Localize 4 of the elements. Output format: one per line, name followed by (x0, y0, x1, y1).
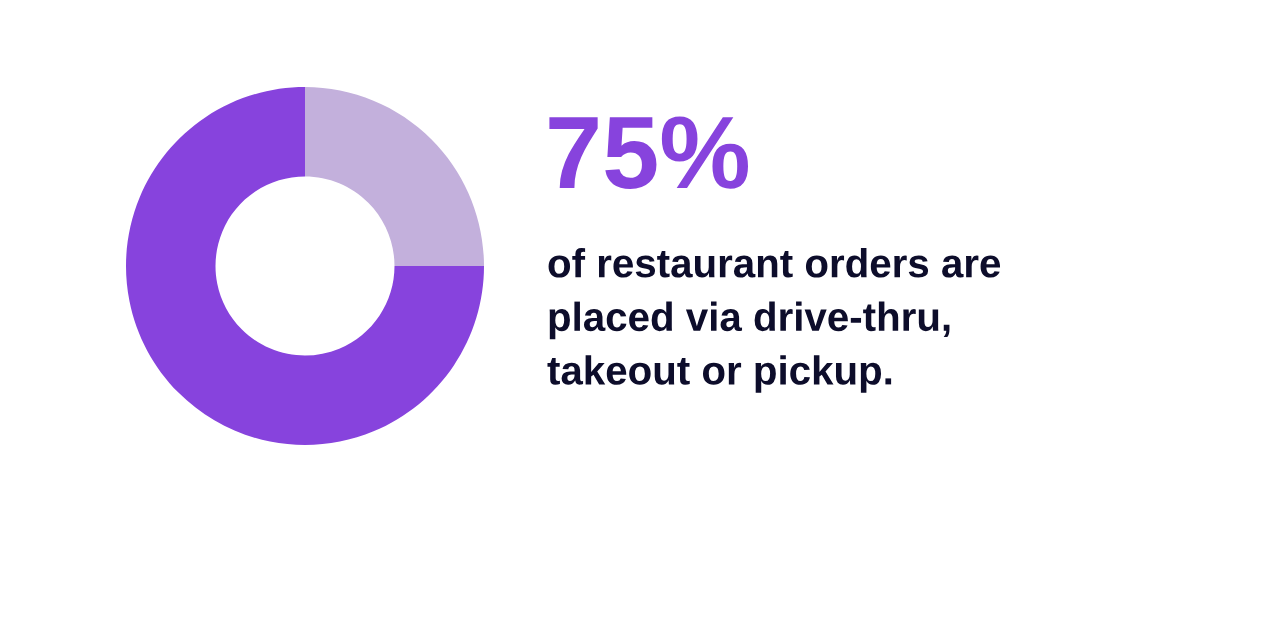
text: 75% (549, 116, 748, 190)
donut-slice (126, 87, 484, 445)
donut-slice (305, 87, 484, 266)
text: of restaurant orders are placed via drive-thru, takeout or pickup. (547, 248, 1001, 393)
